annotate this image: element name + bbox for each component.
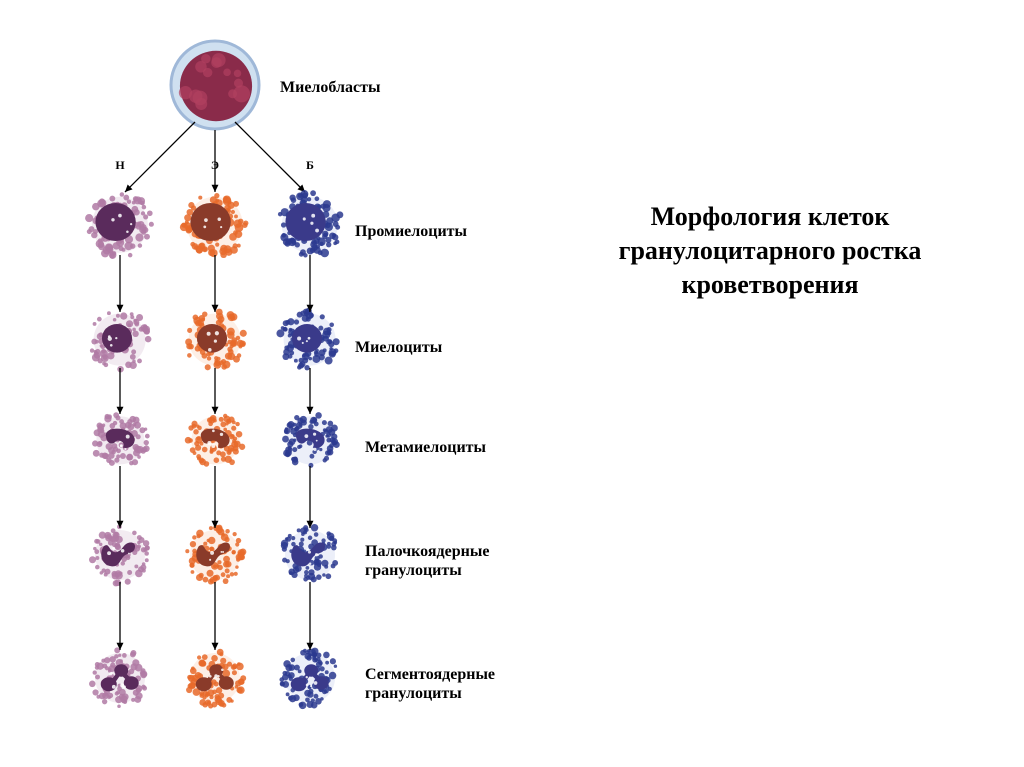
granulopoiesis-diagram: Морфология клеток гранулоцитарного ростк…: [0, 0, 1024, 767]
arrow: [300, 358, 320, 424]
stage-label-promyelocytes: Промиелоциты: [355, 222, 535, 241]
stage-label-myeloblasts: Миелобласты: [280, 78, 460, 97]
arrow: [205, 358, 225, 424]
arrow: [110, 572, 130, 660]
arrow: [300, 245, 320, 322]
diagram-title: Морфология клеток гранулоцитарного ростк…: [550, 200, 990, 301]
stage-label-metamyelocytes: Метамиелоциты: [365, 438, 545, 457]
arrow: [205, 456, 225, 538]
stage-label-band: Палочкоядерные гранулоциты: [365, 542, 565, 580]
arrow: [110, 456, 130, 538]
stage-label-segmented: Сегментоядерные гранулоциты: [365, 665, 575, 703]
arrow: [205, 245, 225, 322]
arrow: [205, 572, 225, 660]
arrow: [300, 572, 320, 660]
arrow: [110, 245, 130, 322]
arrow: [110, 358, 130, 424]
arrow: [300, 456, 320, 538]
stage-label-myelocytes: Миелоциты: [355, 338, 515, 357]
